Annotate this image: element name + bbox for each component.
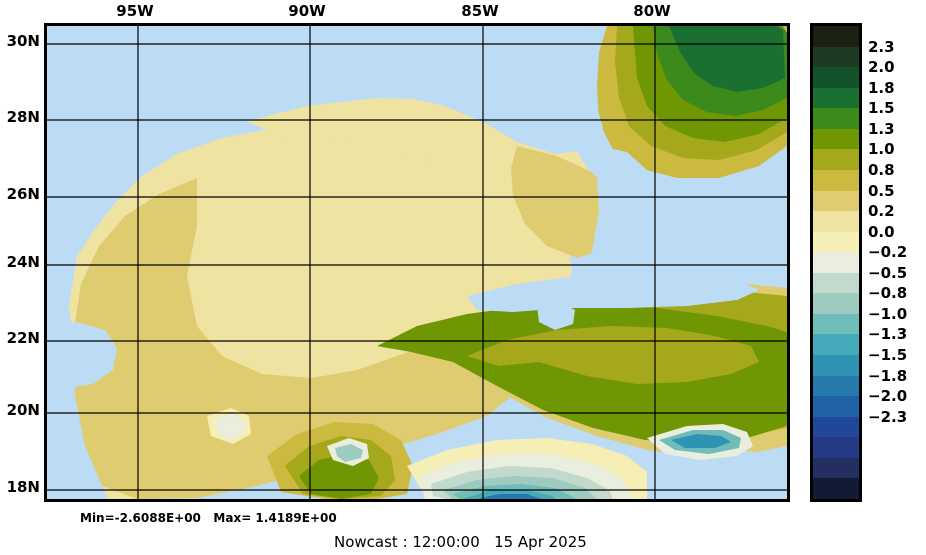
colorbar-tick-0p8: 0.8 — [868, 160, 895, 179]
lat-tick-28n: 28N — [6, 108, 40, 126]
water-pacific-west — [47, 26, 127, 499]
colorbar-band-8 — [813, 190, 859, 212]
lat-tick-24n: 24N — [6, 253, 40, 271]
lat-tick-22n: 22N — [6, 329, 40, 347]
colorbar-tick-neg2p0: −2.0 — [868, 387, 908, 406]
water-florida-straits — [587, 146, 653, 294]
colorbar-tick-2p0: 2.0 — [868, 58, 895, 77]
colorbar-tick-1p8: 1.8 — [868, 78, 895, 97]
lon-tick-80w: 80W — [633, 2, 671, 20]
colorbar-tick-0p5: 0.5 — [868, 181, 895, 200]
colorbar-tick-neg1p3: −1.3 — [868, 325, 908, 344]
nowcast-timestamp: Nowcast : 12:00:00 15 Apr 2025 — [334, 533, 587, 551]
colorbar-band-19 — [813, 416, 859, 438]
colorbar-band-22 — [813, 478, 859, 499]
map-canvas[interactable] — [44, 23, 790, 502]
colorbar-tick-neg1p0: −1.0 — [868, 304, 908, 323]
colorbar-tick-0p0: 0.0 — [868, 222, 895, 241]
water-caribbean-opening — [467, 272, 759, 312]
colorbar-band-3 — [813, 87, 859, 109]
lat-tick-18n: 18N — [6, 478, 40, 496]
band-1p3-green-yucatan-core — [299, 454, 379, 499]
colorbar-band-7 — [813, 169, 859, 191]
colorbar-band-6 — [813, 149, 859, 170]
lat-tick-30n: 30N — [6, 32, 40, 50]
colorbar-band-21 — [813, 457, 859, 479]
lat-tick-20n: 20N — [6, 401, 40, 419]
band-neg1p0-spot-mid — [335, 444, 363, 462]
band-neg1p5-cell-east — [671, 434, 731, 448]
lat-tick-26n: 26N — [6, 185, 40, 203]
colorbar-tick-neg0p2: −0.2 — [868, 243, 908, 262]
colorbar-tick-neg2p3: −2.3 — [868, 407, 908, 426]
colorbar-band-2 — [813, 67, 859, 88]
contour-bands — [47, 26, 787, 499]
colorbar-tick-1p3: 1.3 — [868, 119, 895, 138]
colorbar-tick-neg1p8: −1.8 — [868, 366, 908, 385]
colorbar-band-18 — [813, 396, 859, 417]
band-1p8-deepgreen-florida — [669, 26, 785, 92]
water-lake-small — [537, 302, 575, 330]
band-0p5-khaki-gulfcoast — [511, 146, 617, 258]
colorbar-band-5 — [813, 128, 859, 150]
colorbar-band-14 — [813, 313, 859, 335]
lon-tick-95w: 95W — [116, 2, 154, 20]
colorbar-band-16 — [813, 355, 859, 376]
water-jamaica-patch — [693, 450, 787, 492]
colorbar-band-0 — [813, 26, 859, 47]
colorbar-band-11 — [813, 252, 859, 273]
colorbar-tick-1p0: 1.0 — [868, 140, 895, 159]
colorbar-tick-1p5: 1.5 — [868, 99, 895, 118]
colorbar-band-13 — [813, 293, 859, 314]
band-neg0p2-spot-west2 — [215, 414, 245, 440]
contour-field — [47, 26, 787, 499]
water-gulf-of-mexico — [347, 60, 603, 154]
band-neg1p8-blue — [477, 494, 541, 499]
lon-tick-85w: 85W — [461, 2, 499, 20]
colorbar-band-10 — [813, 231, 859, 253]
colorbar-band-9 — [813, 211, 859, 232]
colorbar-tick-neg0p8: −0.8 — [868, 284, 908, 303]
lon-tick-90w: 90W — [288, 2, 326, 20]
min-max-readout: Min=-2.6088E+00 Max= 1.4189E+00 — [80, 511, 337, 525]
colorbar-band-17 — [813, 375, 859, 397]
graticule — [47, 26, 787, 499]
colorbar-band-20 — [813, 437, 859, 458]
colorbar-tick-neg1p5: −1.5 — [868, 346, 908, 365]
colorbar-tick-neg0p5: −0.5 — [868, 263, 908, 282]
band-0p5-khaki-mexico — [73, 178, 517, 499]
colorbar-band-15 — [813, 334, 859, 355]
colorbar-tick-0p2: 0.2 — [868, 202, 895, 221]
colorbar-tick-2p3: 2.3 — [868, 37, 895, 56]
colorbar-band-12 — [813, 272, 859, 294]
colorbar[interactable] — [810, 23, 862, 502]
colorbar-band-4 — [813, 108, 859, 129]
water-bay-of-campeche — [47, 322, 117, 388]
colorbar-band-1 — [813, 46, 859, 68]
